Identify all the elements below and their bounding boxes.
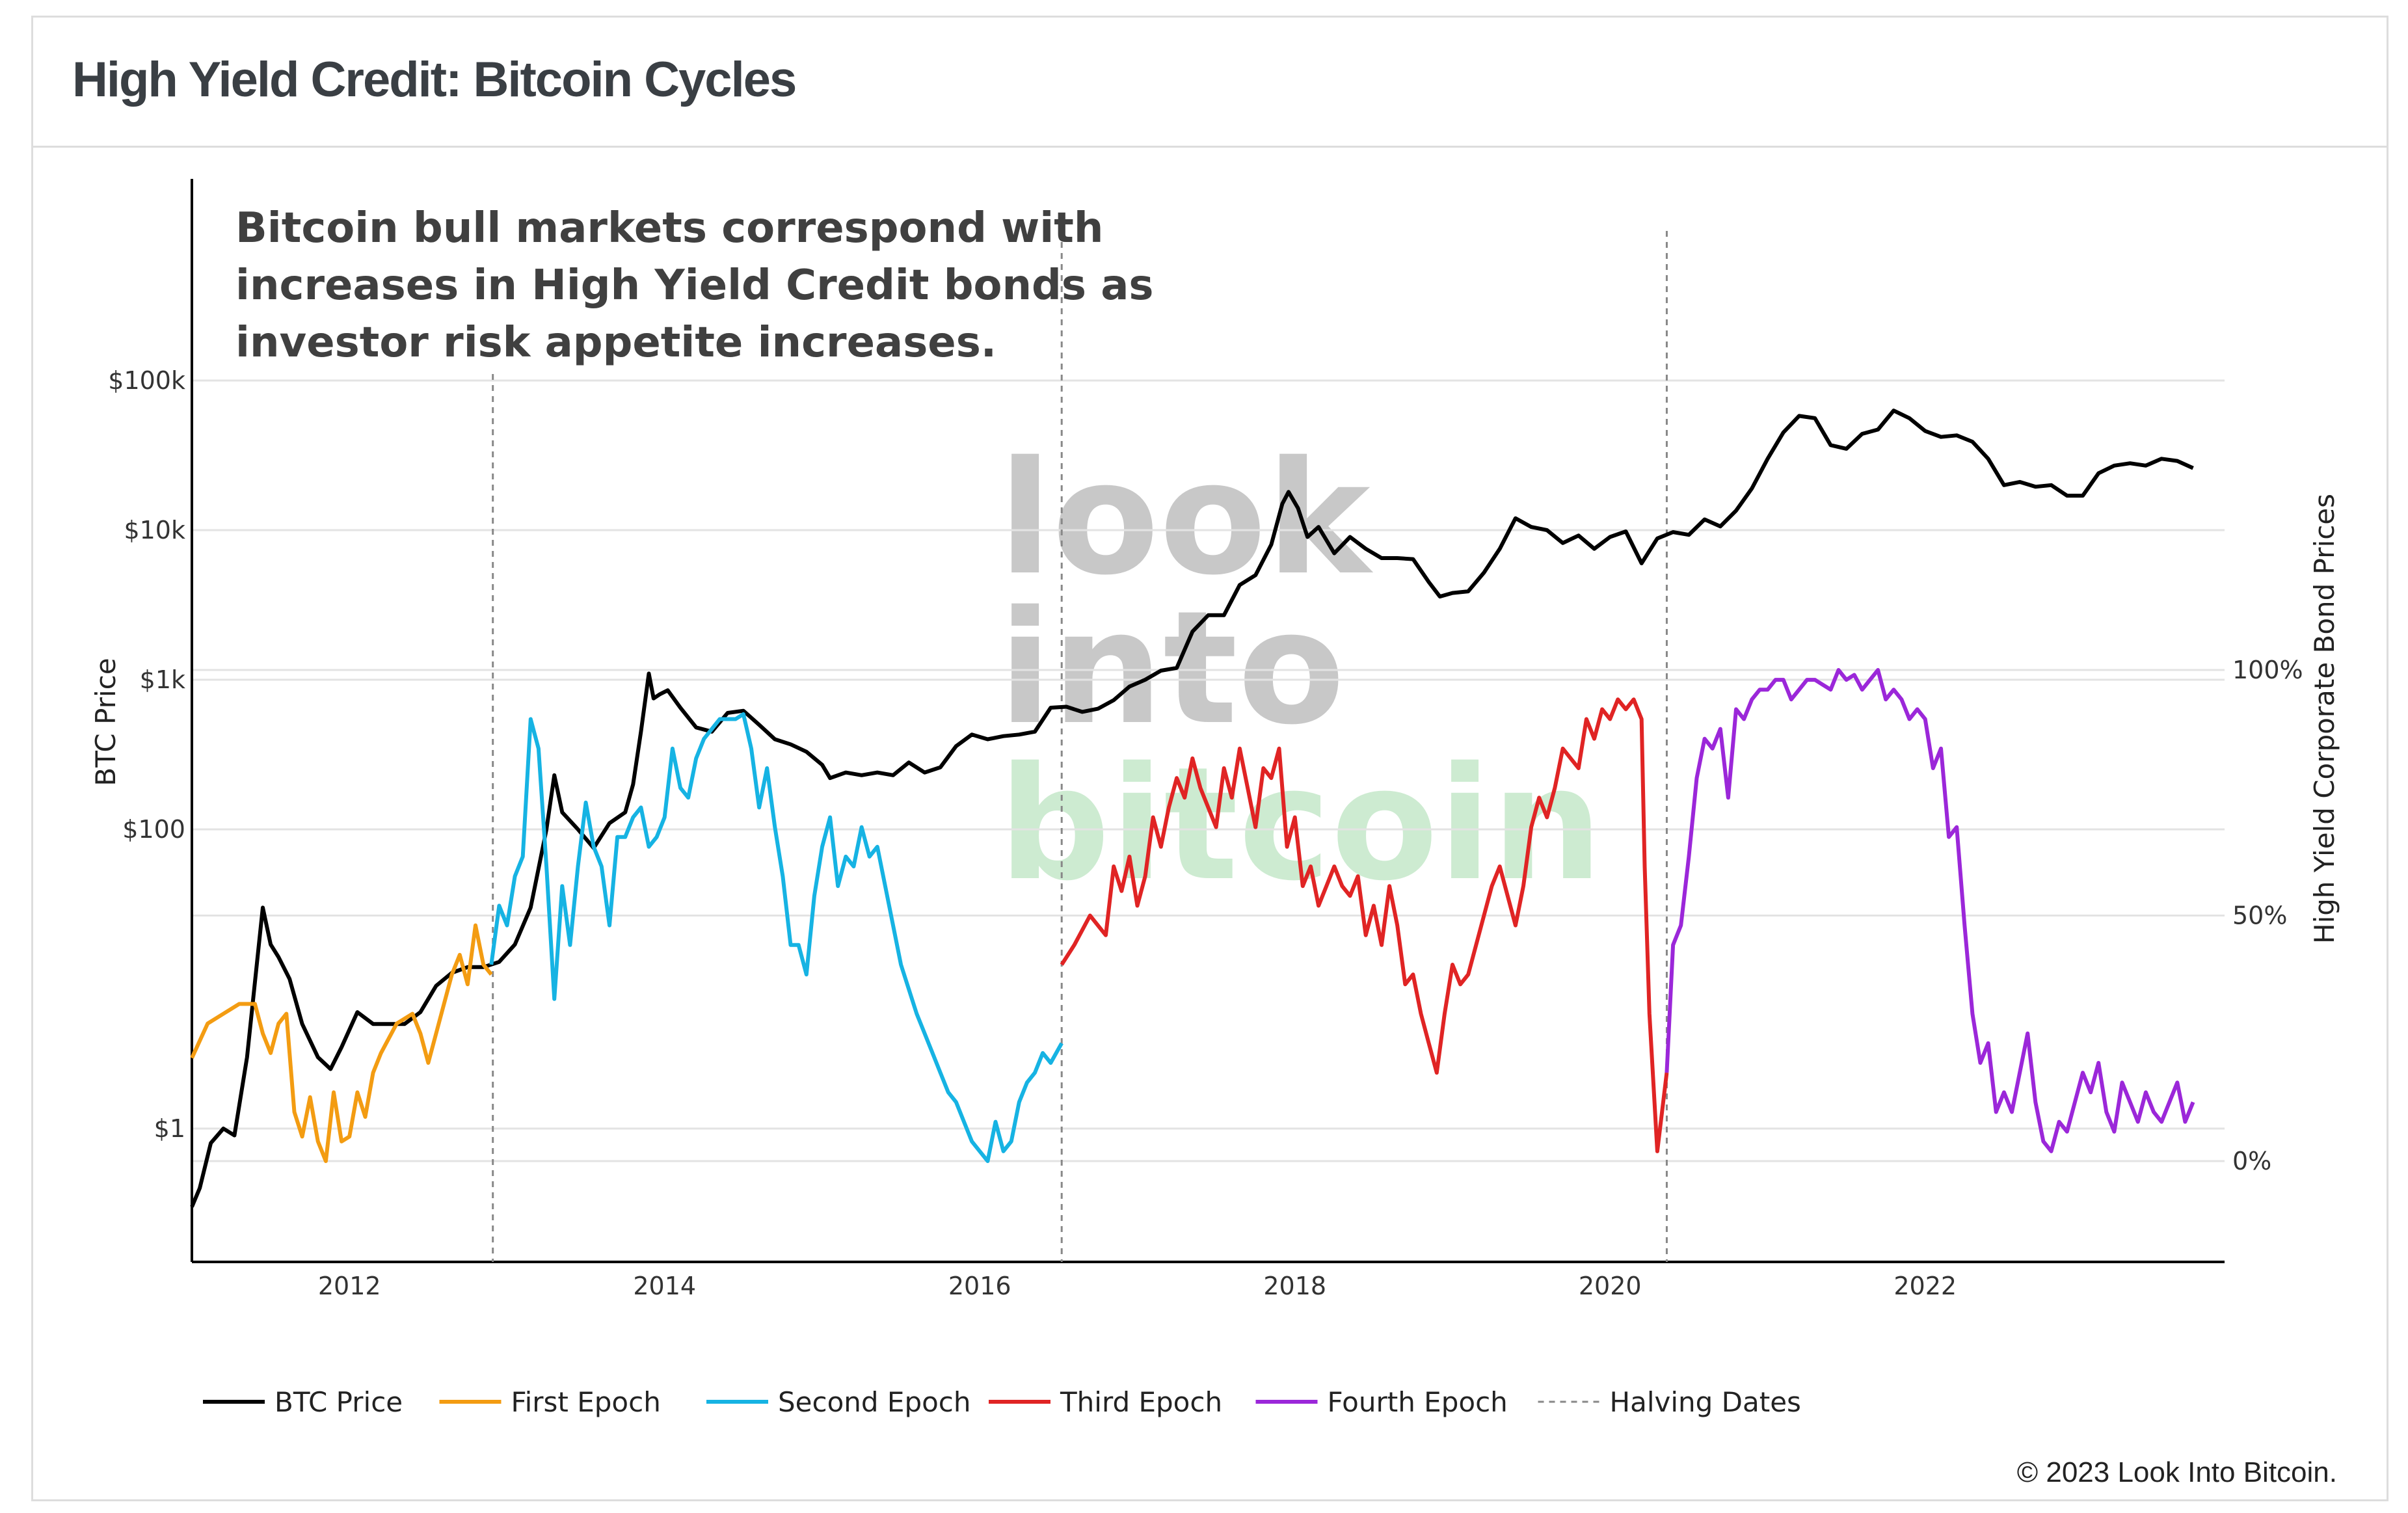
chart-card: High Yield Credit: Bitcoin Cycles © 2023…: [31, 16, 2388, 1501]
card-header: High Yield Credit: Bitcoin Cycles: [33, 18, 2387, 148]
annotation-text: investor risk appetite increases.: [235, 319, 997, 367]
y-axis-right-label: High Yield Corporate Bond Prices: [2308, 494, 2340, 944]
legend-item-fourth: Fourth Epoch: [1255, 1386, 1508, 1418]
y-right-tick-label: 100%: [2232, 656, 2303, 684]
copyright-notice: © 2023 Look Into Bitcoin.: [2016, 1456, 2337, 1488]
y-axis-left-label: BTC Price: [90, 658, 122, 786]
annotation-text: Bitcoin bull markets correspond with: [235, 204, 1103, 252]
legend-item-halving: Halving Dates: [1538, 1386, 1801, 1418]
x-tick-label: 2014: [633, 1272, 696, 1300]
y-left-tick-label: $100k: [108, 366, 185, 395]
annotation-text: increases in High Yield Credit bonds as: [235, 261, 1154, 310]
series-line-fourth: [1665, 668, 2195, 1153]
legend: BTC Price First Epoch Second Epoch Third Ep…: [203, 1386, 1801, 1418]
legend-label: First Epoch: [511, 1386, 661, 1418]
legend-item-second: Second Epoch: [706, 1386, 971, 1418]
legend-label: Halving Dates: [1610, 1386, 1801, 1418]
legend-item-btc: BTC Price: [203, 1386, 403, 1418]
y-right-tick-label: 0%: [2232, 1147, 2271, 1175]
x-tick-label: 2016: [948, 1272, 1011, 1300]
legend-item-third: Third Epoch: [989, 1386, 1222, 1418]
series-line-first: [190, 923, 493, 1163]
x-tick-label: 2020: [1579, 1272, 1642, 1300]
x-tick-label: 2018: [1263, 1272, 1326, 1300]
legend-label: Third Epoch: [1060, 1386, 1222, 1418]
series-line-third: [1060, 697, 1669, 1153]
legend-label: Second Epoch: [778, 1386, 971, 1418]
page-title: High Yield Credit: Bitcoin Cycles: [72, 52, 797, 107]
y-left-tick-label: $10k: [124, 516, 185, 544]
x-tick-label: 2012: [318, 1272, 381, 1300]
x-tick-label: 2022: [1893, 1272, 1957, 1300]
legend-label: BTC Price: [274, 1386, 403, 1418]
y-left-tick-label: $1: [154, 1114, 185, 1143]
series-line-second: [489, 712, 1064, 1163]
legend-item-first: First Epoch: [439, 1386, 661, 1418]
y-left-tick-label: $100: [122, 815, 185, 844]
y-right-tick-label: 50%: [2232, 902, 2287, 930]
watermark-bitcoin: bitcoin: [998, 733, 1603, 915]
y-left-tick-label: $1k: [140, 665, 185, 694]
legend-label: Fourth Epoch: [1328, 1386, 1508, 1418]
